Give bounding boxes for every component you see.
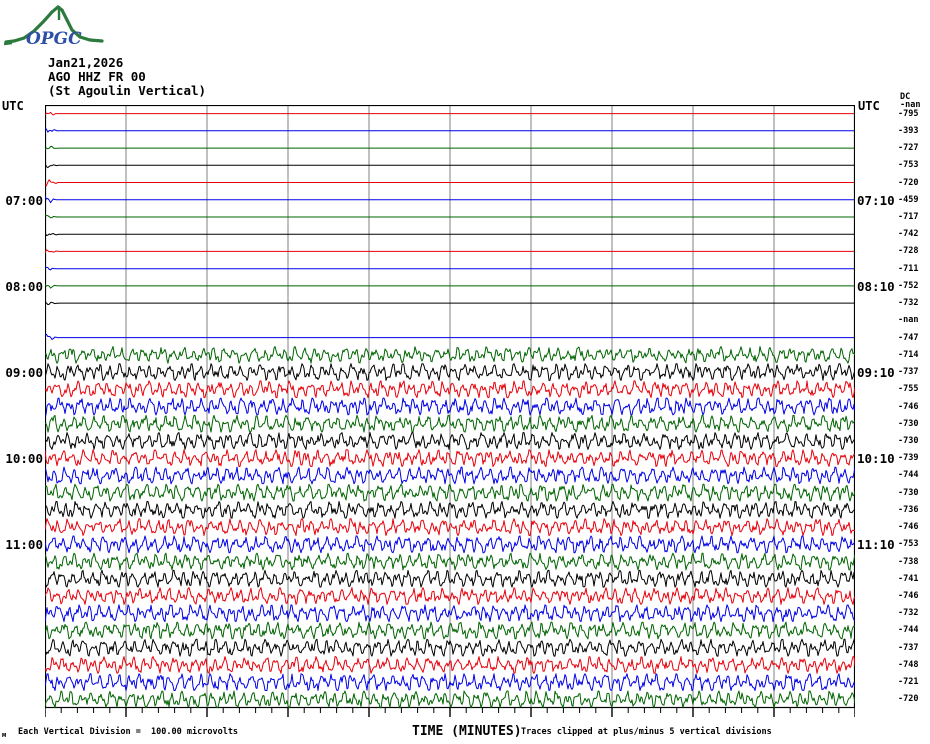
logo-base-icon [3,41,13,46]
dc-header-line1: DC [900,92,911,102]
hour-label-right: 07:10 [857,192,895,208]
x-axis-title: TIME (MINUTES) [412,724,522,739]
dc-value: -737 [898,642,919,653]
dc-value: -746 [898,591,919,601]
dc-value: -nan [898,315,919,326]
dc-value: -732 [898,298,919,309]
dc-value: -744 [898,625,919,636]
dc-value: -730 [898,418,919,429]
dc-value: -736 [898,504,919,515]
hour-label-right: 11:10 [857,537,895,553]
corner-mark: м [2,731,7,739]
dc-value: -752 [898,280,919,291]
opgc-logo: OPGC [3,4,108,49]
logo-text: OPGC [26,29,82,48]
scale-note: Each Vertical Division = 100.00 microvol… [18,727,239,737]
dc-value: -744 [898,470,919,481]
dc-value: -746 [898,401,919,412]
hour-label-left: 10:00 [5,451,43,467]
header-date: Jan21,2026 [48,55,124,70]
chart-header: Jan21,2026 AGO HHZ FR 00 (St Agoulin Ver… [48,56,206,98]
dc-value: -717 [898,211,919,222]
dc-value: -742 [898,229,919,240]
utc-label-left: UTC [2,99,24,113]
helicorder-plot[interactable] [45,105,855,717]
hour-label-left: 08:00 [5,278,43,294]
dc-column-header: DC -nan [900,92,921,110]
dc-value: -720 [898,177,919,188]
hour-label-right: 09:10 [857,365,895,381]
dc-value: -720 [898,694,919,705]
header-description: (St Agoulin Vertical) [48,83,207,98]
clipping-note: Traces clipped at plus/minus 5 vertical … [521,727,772,737]
header-station: AGO HHZ FR 00 [48,69,146,84]
helicorder-svg [45,105,855,717]
dc-value: -747 [898,332,919,343]
dc-value: -711 [898,263,919,274]
dc-value: -753 [898,160,919,171]
dc-value: -748 [898,659,919,670]
dc-value: -714 [898,349,919,360]
dc-header-line2: -nan [900,100,921,110]
dc-value: -730 [898,435,919,446]
dc-value: -393 [898,125,919,136]
dc-value: -738 [898,556,919,567]
dc-value: -730 [898,487,919,498]
dc-value: -721 [898,677,919,688]
dc-value: -732 [898,608,919,619]
dc-value: -741 [898,573,919,584]
hour-label-right: 10:10 [857,451,895,467]
dc-value: -727 [898,143,919,154]
dc-value: -459 [898,194,919,205]
dc-value: -728 [898,246,919,257]
dc-value: -795 [898,108,919,119]
hour-label-left: 11:00 [5,537,43,553]
utc-label-right: UTC [858,99,880,113]
dc-value: -753 [898,539,919,550]
dc-value: -739 [898,453,919,464]
hour-label-left: 09:00 [5,365,43,381]
hour-label-right: 08:10 [857,278,895,294]
dc-value: -755 [898,384,919,395]
hour-label-left: 07:00 [5,192,43,208]
dc-value: -737 [898,367,919,378]
dc-value: -746 [898,522,919,533]
